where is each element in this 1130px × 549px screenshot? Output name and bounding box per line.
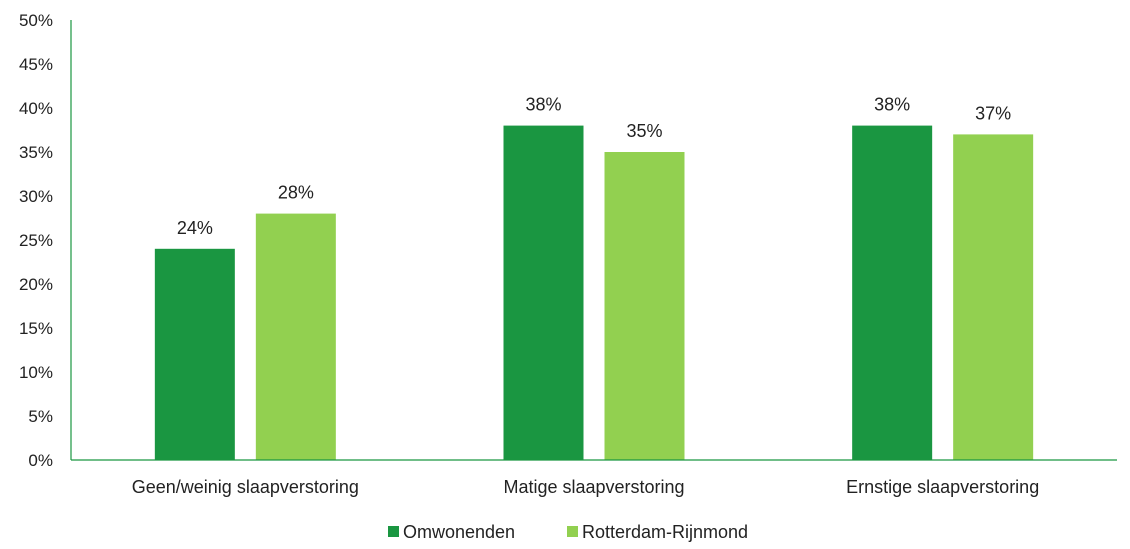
legend: Omwonenden Rotterdam-Rijnmond [388, 522, 748, 542]
bar-rotterdam-rijnmond [953, 134, 1034, 460]
bar-omwonenden [154, 248, 235, 460]
legend-label: Omwonenden [403, 522, 515, 542]
y-tick-label: 5% [28, 407, 53, 426]
y-tick-label: 20% [19, 275, 53, 294]
legend-label: Rotterdam-Rijnmond [582, 522, 748, 542]
bar-rotterdam-rijnmond [604, 152, 685, 460]
y-tick-label: 30% [19, 187, 53, 206]
y-tick-label: 40% [19, 99, 53, 118]
y-tick-label: 15% [19, 319, 53, 338]
y-tick-label: 25% [19, 231, 53, 250]
data-label: 24% [177, 218, 213, 238]
y-axis: 0% 5% 10% 15% 20% 25% 30% 35% 40% 45% 50% [19, 11, 72, 470]
y-tick-label: 0% [28, 451, 53, 470]
data-label: 38% [525, 95, 561, 115]
y-tick-label: 50% [19, 11, 53, 30]
data-label: 37% [975, 103, 1011, 123]
y-tick-label: 10% [19, 363, 53, 382]
x-axis: Geen/weinig slaapverstoring Matige slaapv… [71, 459, 1117, 497]
bar-rotterdam-rijnmond [255, 213, 336, 460]
x-tick-label: Matige slaapverstoring [503, 477, 684, 497]
bars: 24% 28% 38% 35% 38% 37% [154, 95, 1034, 460]
x-tick-label: Geen/weinig slaapverstoring [132, 477, 359, 497]
bar-omwonenden [503, 125, 584, 460]
data-label: 28% [278, 183, 314, 203]
data-label: 38% [874, 95, 910, 115]
legend-swatch-omwonenden [388, 526, 399, 537]
y-tick-label: 45% [19, 55, 53, 74]
x-tick-label: Ernstige slaapverstoring [846, 477, 1039, 497]
legend-swatch-rotterdam-rijnmond [567, 526, 578, 537]
data-label: 35% [626, 121, 662, 141]
y-tick-label: 35% [19, 143, 53, 162]
bar-omwonenden [852, 125, 933, 460]
